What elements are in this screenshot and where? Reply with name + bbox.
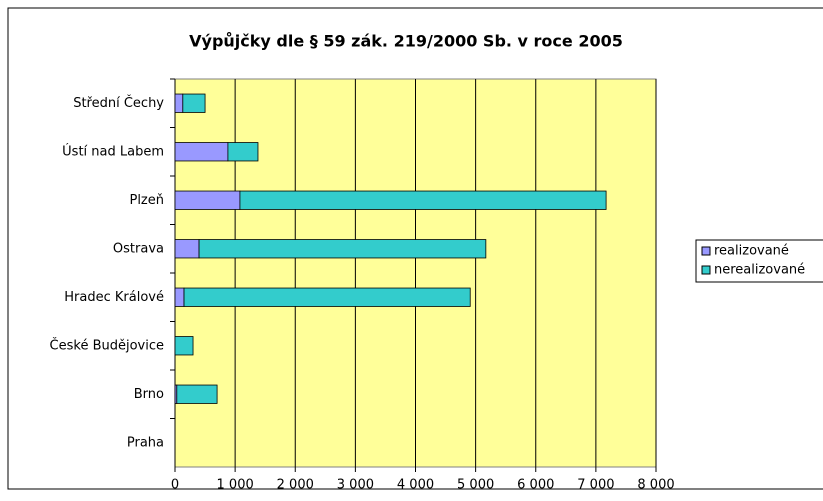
bar xyxy=(183,287,471,307)
x-tick-label: 6 000 xyxy=(517,478,554,493)
bar xyxy=(174,336,194,356)
x-tick-label: 2 000 xyxy=(277,478,314,493)
y-tick-label: Praha xyxy=(127,435,164,450)
x-tick-label: 4 000 xyxy=(397,478,434,493)
x-tick-label: 1 000 xyxy=(217,478,254,493)
legend-box xyxy=(695,239,823,283)
bar xyxy=(174,287,185,307)
bar xyxy=(182,93,206,113)
x-tick-label: 8 000 xyxy=(637,478,674,493)
bar xyxy=(174,190,241,210)
x-tick-label: 0 xyxy=(171,478,179,493)
legend-label: nerealizované xyxy=(714,263,805,278)
bar xyxy=(239,190,607,210)
bar xyxy=(174,93,184,113)
y-tick-label: Hradec Králové xyxy=(64,290,164,305)
y-tick-label: Brno xyxy=(134,387,164,402)
y-tick-label: Ostrava xyxy=(113,241,164,256)
x-tick-label: 7 000 xyxy=(577,478,614,493)
chart-title: Výpůjčky dle § 59 zák. 219/2000 Sb. v ro… xyxy=(189,32,623,51)
x-tick-label: 3 000 xyxy=(337,478,374,493)
legend-label: realizované xyxy=(714,244,789,259)
y-tick-label: Plzeň xyxy=(129,193,164,208)
bar xyxy=(174,142,229,162)
legend-swatch xyxy=(701,246,711,256)
y-tick-label: Střední Čechy xyxy=(73,95,164,111)
bar xyxy=(227,142,259,162)
y-tick-label: Ústí nad Labem xyxy=(62,143,164,159)
bar xyxy=(176,384,218,404)
x-tick-label: 5 000 xyxy=(457,478,494,493)
bar xyxy=(174,239,200,259)
bar xyxy=(198,239,487,259)
legend-swatch xyxy=(701,265,711,275)
y-tick-label: České Budějovice xyxy=(50,337,164,353)
